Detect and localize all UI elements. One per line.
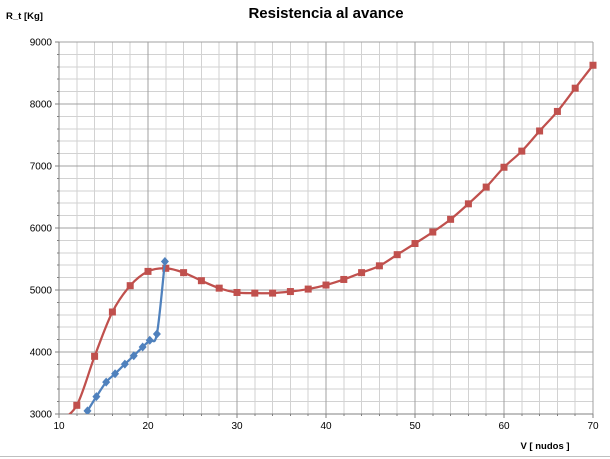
data-point-diamond xyxy=(92,392,101,402)
data-point-square xyxy=(304,285,312,293)
data-point-square xyxy=(340,275,348,283)
data-point-square xyxy=(251,289,259,297)
y-axis-title: R_t [Kg] xyxy=(6,11,43,22)
svg-text:6000: 6000 xyxy=(30,224,53,235)
data-point-square xyxy=(144,267,152,275)
data-point-square xyxy=(518,147,526,155)
data-point-diamond xyxy=(160,256,169,266)
data-point-square xyxy=(215,284,223,292)
data-point-square xyxy=(73,401,81,409)
data-point-square xyxy=(126,282,134,290)
svg-text:50: 50 xyxy=(409,421,421,432)
data-point-diamond xyxy=(152,329,161,339)
data-point-square xyxy=(589,61,597,69)
svg-text:7000: 7000 xyxy=(30,162,53,173)
data-point-square xyxy=(429,228,437,236)
data-point-square xyxy=(108,308,116,316)
data-point-square xyxy=(375,262,383,270)
data-point-diamond xyxy=(120,359,129,369)
y-tick-labels: 3000 4000 5000 6000 7000 8000 9000 xyxy=(30,38,53,421)
red-resistance-series xyxy=(67,61,597,414)
svg-text:30: 30 xyxy=(231,421,243,432)
data-point-square xyxy=(553,107,561,115)
chart-title: Resistencia al avance xyxy=(248,5,404,22)
data-point-square xyxy=(233,288,241,296)
data-point-square xyxy=(464,200,472,208)
data-point-square xyxy=(571,84,579,92)
data-point-square xyxy=(358,269,366,277)
svg-text:9000: 9000 xyxy=(30,38,53,49)
data-point-square xyxy=(447,215,455,223)
svg-text:10: 10 xyxy=(53,421,65,432)
data-point-square xyxy=(393,251,401,259)
svg-text:4000: 4000 xyxy=(30,348,53,359)
data-point-square xyxy=(162,264,170,272)
svg-text:40: 40 xyxy=(320,421,332,432)
axes xyxy=(55,41,594,418)
x-tick-labels: 10 20 30 40 50 60 70 xyxy=(53,421,599,432)
data-point-diamond xyxy=(102,377,111,387)
data-point-square xyxy=(411,240,419,247)
x-axis-title: V [ nudos ] xyxy=(520,441,570,452)
data-point-square xyxy=(91,352,99,360)
window-bottom-border xyxy=(0,456,610,457)
data-point-square xyxy=(482,183,490,191)
svg-text:8000: 8000 xyxy=(30,100,53,111)
blue-towing-series xyxy=(83,256,169,414)
data-point-square xyxy=(286,288,294,296)
data-point-diamond xyxy=(111,369,120,379)
svg-text:70: 70 xyxy=(587,421,599,432)
data-point-square xyxy=(500,163,508,171)
svg-text:60: 60 xyxy=(498,421,510,432)
data-point-square xyxy=(269,289,277,297)
data-point-diamond xyxy=(129,351,138,361)
data-point-diamond xyxy=(145,335,154,345)
data-point-diamond xyxy=(83,406,92,414)
data-point-square xyxy=(197,277,205,285)
data-point-square xyxy=(180,269,188,277)
svg-text:3000: 3000 xyxy=(30,410,53,421)
svg-text:20: 20 xyxy=(142,421,154,432)
major-gridlines xyxy=(58,41,594,415)
data-point-square xyxy=(536,127,544,135)
data-point-diamond xyxy=(138,342,147,352)
data-point-square xyxy=(322,281,330,289)
svg-text:5000: 5000 xyxy=(30,286,53,297)
